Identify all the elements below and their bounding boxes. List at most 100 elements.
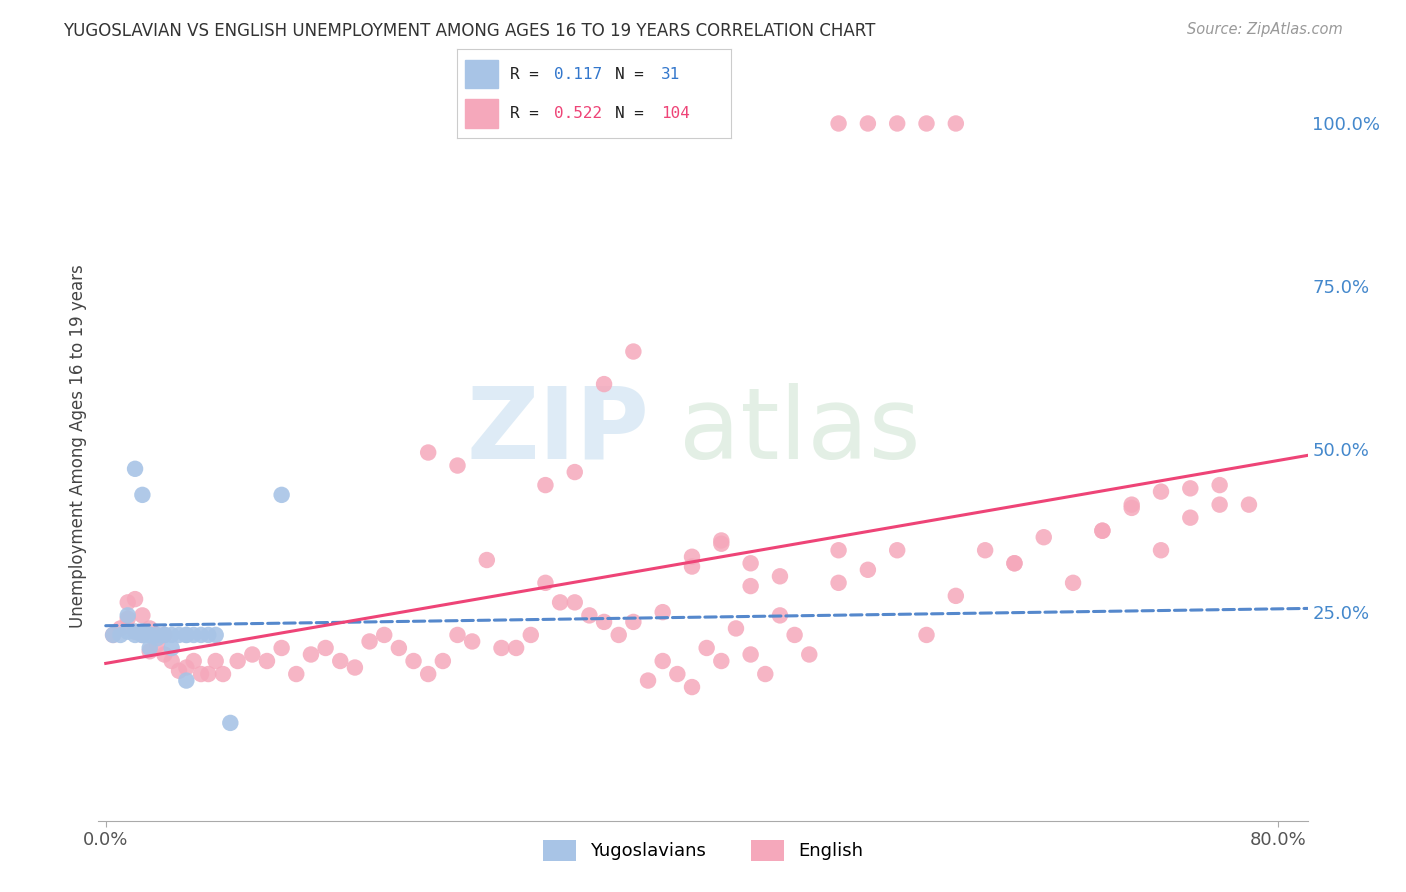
Point bbox=[176, 660, 198, 674]
Point bbox=[1121, 498, 1143, 512]
Point bbox=[520, 628, 543, 642]
Point bbox=[1062, 575, 1084, 590]
Text: R =: R = bbox=[510, 67, 548, 81]
Point bbox=[299, 648, 322, 662]
Point bbox=[160, 640, 183, 655]
Bar bbox=[465, 99, 498, 128]
Point bbox=[270, 640, 292, 655]
Point bbox=[138, 628, 160, 642]
Point bbox=[593, 615, 616, 629]
Point bbox=[124, 624, 146, 639]
Point bbox=[1121, 500, 1143, 515]
Point bbox=[740, 556, 762, 570]
Point bbox=[402, 654, 425, 668]
Point bbox=[666, 667, 689, 681]
Point bbox=[593, 377, 616, 392]
Point bbox=[621, 615, 644, 629]
Text: 104: 104 bbox=[661, 106, 690, 120]
Point bbox=[827, 116, 849, 130]
Point bbox=[461, 634, 484, 648]
Point bbox=[1004, 556, 1026, 570]
Point bbox=[167, 628, 190, 642]
Point bbox=[343, 660, 366, 674]
Point bbox=[886, 116, 908, 130]
Point bbox=[754, 667, 776, 681]
Point bbox=[915, 628, 938, 642]
Point bbox=[696, 640, 718, 655]
Point bbox=[740, 579, 762, 593]
Point bbox=[183, 628, 205, 642]
Text: 0.117: 0.117 bbox=[554, 67, 602, 81]
Point bbox=[285, 667, 308, 681]
Point bbox=[945, 589, 967, 603]
Point bbox=[681, 559, 703, 574]
Point bbox=[315, 640, 337, 655]
Point bbox=[621, 344, 644, 359]
Point bbox=[131, 628, 153, 642]
Point bbox=[769, 569, 792, 583]
Legend: Yugoslavians, English: Yugoslavians, English bbox=[536, 832, 870, 868]
Point bbox=[1032, 530, 1054, 544]
Text: YUGOSLAVIAN VS ENGLISH UNEMPLOYMENT AMONG AGES 16 TO 19 YEARS CORRELATION CHART: YUGOSLAVIAN VS ENGLISH UNEMPLOYMENT AMON… bbox=[63, 22, 876, 40]
Point bbox=[681, 549, 703, 564]
Text: 0.522: 0.522 bbox=[554, 106, 602, 120]
Text: ZIP: ZIP bbox=[467, 383, 650, 480]
Point bbox=[607, 628, 630, 642]
Point bbox=[418, 667, 440, 681]
Point bbox=[117, 612, 139, 626]
Point bbox=[124, 592, 146, 607]
Point bbox=[856, 116, 879, 130]
Point bbox=[651, 654, 673, 668]
Point bbox=[117, 608, 139, 623]
Point bbox=[146, 628, 169, 642]
Point bbox=[160, 628, 183, 642]
Point bbox=[131, 628, 153, 642]
Point bbox=[146, 628, 169, 642]
Point bbox=[446, 628, 468, 642]
Point bbox=[138, 628, 160, 642]
Point bbox=[153, 628, 176, 642]
Point bbox=[176, 628, 198, 642]
Point bbox=[856, 563, 879, 577]
Point bbox=[710, 537, 733, 551]
Point bbox=[974, 543, 997, 558]
Point bbox=[799, 648, 821, 662]
Point bbox=[724, 622, 747, 636]
Point bbox=[1091, 524, 1114, 538]
Point bbox=[204, 654, 226, 668]
Point bbox=[270, 488, 292, 502]
Point bbox=[578, 608, 600, 623]
Point bbox=[138, 628, 160, 642]
Point bbox=[827, 543, 849, 558]
Point bbox=[1180, 481, 1202, 495]
Point bbox=[491, 640, 513, 655]
Point bbox=[446, 458, 468, 473]
Point bbox=[769, 608, 792, 623]
Point bbox=[153, 628, 176, 642]
Point bbox=[359, 634, 381, 648]
Point bbox=[110, 628, 132, 642]
Point bbox=[388, 640, 411, 655]
Point bbox=[240, 648, 263, 662]
Point bbox=[1150, 484, 1173, 499]
Point bbox=[167, 664, 190, 678]
Point bbox=[131, 624, 153, 639]
Point bbox=[146, 631, 169, 645]
Point bbox=[783, 628, 806, 642]
Point bbox=[117, 595, 139, 609]
Point bbox=[131, 608, 153, 623]
Text: Source: ZipAtlas.com: Source: ZipAtlas.com bbox=[1187, 22, 1343, 37]
Point bbox=[534, 575, 557, 590]
Point bbox=[110, 622, 132, 636]
Bar bbox=[465, 60, 498, 88]
Point bbox=[117, 624, 139, 639]
Point bbox=[945, 116, 967, 130]
Text: N =: N = bbox=[614, 67, 654, 81]
Text: 31: 31 bbox=[661, 67, 681, 81]
Point bbox=[475, 553, 498, 567]
Point bbox=[131, 488, 153, 502]
Point bbox=[190, 628, 212, 642]
Point bbox=[183, 654, 205, 668]
Point bbox=[1237, 498, 1260, 512]
Point bbox=[212, 667, 235, 681]
